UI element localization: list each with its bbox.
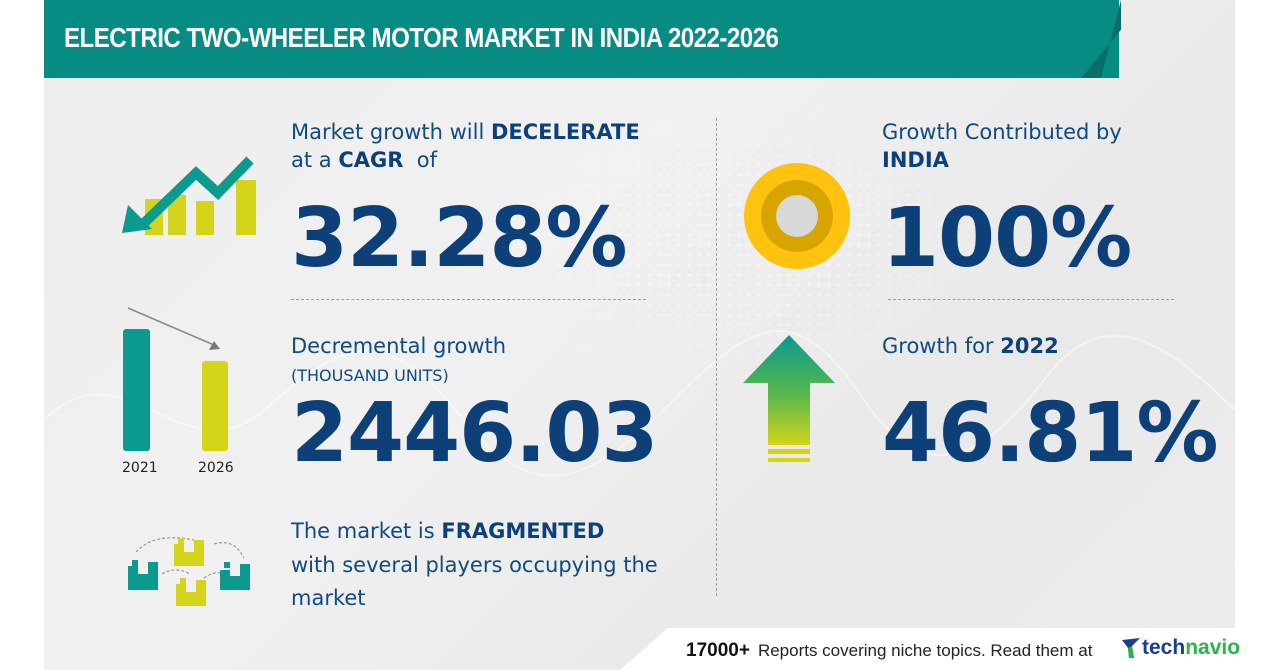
fragmented-keyword: FRAGMENTED [441,519,605,543]
cagr-value: 32.28% [291,191,628,286]
footer-text: 17000+ Reports covering niche topics. Rea… [686,640,1092,662]
cagr-keyword: CAGR [338,148,404,172]
decremental-growth-label: Decremental growth [291,334,507,358]
connected-buildings-icon [128,537,250,606]
background-panel [44,0,1235,670]
fragmented-description: The market is FRAGMENTED [291,519,605,543]
cagr-trend-keyword: DECELERATE [490,120,640,144]
decline-bar-chart-icon [123,307,228,451]
fragmented-description-line3: market [291,586,366,610]
cagr-description: Market growth will DECELERATE [291,120,640,144]
technavio-flag-icon [1122,638,1140,658]
page-title: ELECTRIC TWO-WHEELER MOTOR MARKET IN IND… [64,22,779,53]
background-dot-pattern [464,90,1024,390]
cagr-description-line2: at a CAGR of [291,148,437,172]
divider-left-top [291,299,646,300]
technavio-logo[interactable]: tech navio [1122,636,1240,660]
divider-right-top [888,299,1174,300]
yoy-growth-value: 46.81% [882,386,1219,481]
decremental-growth-value: 2446.03 [291,386,658,481]
footer-banner [620,628,1279,670]
target-circle-icon [744,163,850,269]
footer-message: Reports covering niche topics. Read them… [757,641,1093,660]
up-arrow-icon [743,335,835,462]
fragmented-description-line2: with several players occupying the [291,553,658,577]
india-contribution-label: Growth Contributed by [882,120,1122,144]
india-contribution-value: 100% [882,191,1132,286]
india-region-label: INDIA [882,148,949,172]
header-banner [44,0,1119,78]
background-wave-decoration [44,330,1235,477]
decremental-growth-unit: (THOUSAND UNITS) [291,366,449,385]
yoy-growth-year: 2022 [1000,334,1059,358]
yoy-growth-label: Growth for 2022 [882,334,1059,358]
bar-label-2026: 2026 [198,460,234,476]
column-divider [716,118,717,596]
reports-count: 17000+ [686,640,750,661]
bar-label-2021: 2021 [122,460,158,476]
decelerating-trend-chart-icon [122,156,256,235]
